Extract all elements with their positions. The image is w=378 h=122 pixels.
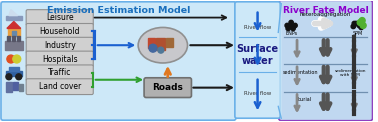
Bar xyxy=(6,71,22,76)
Text: Traffic: Traffic xyxy=(48,68,71,77)
Text: River flow: River flow xyxy=(244,91,271,96)
Circle shape xyxy=(352,21,356,26)
FancyBboxPatch shape xyxy=(26,79,93,95)
Text: ENPs: ENPs xyxy=(285,31,297,36)
Circle shape xyxy=(354,21,358,26)
Bar xyxy=(12,36,15,41)
Circle shape xyxy=(357,23,361,28)
Circle shape xyxy=(285,23,289,28)
Circle shape xyxy=(293,23,297,28)
Circle shape xyxy=(289,24,293,29)
Circle shape xyxy=(158,47,164,53)
Bar xyxy=(8,28,20,36)
Text: Emission Estimation Model: Emission Estimation Model xyxy=(47,6,190,15)
FancyBboxPatch shape xyxy=(144,78,191,97)
Circle shape xyxy=(289,20,293,25)
Circle shape xyxy=(360,23,366,28)
Text: sedimentation: sedimentation xyxy=(283,70,319,75)
Bar xyxy=(12,31,16,36)
Text: burial: burial xyxy=(298,97,312,102)
Text: Roads: Roads xyxy=(152,83,183,92)
Bar xyxy=(6,82,12,92)
FancyBboxPatch shape xyxy=(26,24,93,39)
Circle shape xyxy=(16,74,22,80)
FancyBboxPatch shape xyxy=(26,10,93,25)
Bar xyxy=(9,67,19,71)
FancyBboxPatch shape xyxy=(26,37,93,53)
Text: sedimentation
with SPM: sedimentation with SPM xyxy=(335,69,366,77)
Ellipse shape xyxy=(138,27,187,63)
FancyBboxPatch shape xyxy=(235,2,280,118)
Circle shape xyxy=(359,25,363,30)
FancyBboxPatch shape xyxy=(1,2,236,120)
Bar xyxy=(7,36,10,41)
FancyBboxPatch shape xyxy=(26,51,93,67)
Text: SPM: SPM xyxy=(353,31,363,36)
Bar xyxy=(166,38,173,47)
Bar xyxy=(17,36,20,41)
Circle shape xyxy=(286,26,290,31)
Circle shape xyxy=(359,18,365,24)
Polygon shape xyxy=(9,10,18,16)
Text: Household: Household xyxy=(39,27,80,36)
FancyBboxPatch shape xyxy=(279,0,373,121)
Polygon shape xyxy=(278,4,281,118)
Text: heteroaggregation: heteroaggregation xyxy=(300,12,351,17)
Circle shape xyxy=(13,55,21,63)
Text: Land cover: Land cover xyxy=(39,82,81,91)
Circle shape xyxy=(6,74,12,80)
Bar xyxy=(5,41,23,50)
FancyBboxPatch shape xyxy=(26,65,93,81)
Circle shape xyxy=(291,26,295,31)
Circle shape xyxy=(7,55,15,63)
Circle shape xyxy=(149,44,157,52)
Polygon shape xyxy=(7,21,21,28)
Text: Leisure: Leisure xyxy=(46,13,73,22)
Bar xyxy=(13,82,18,90)
Text: Hospitals: Hospitals xyxy=(42,55,77,64)
Text: Industry: Industry xyxy=(44,41,76,50)
Circle shape xyxy=(357,20,363,25)
Bar xyxy=(6,16,22,20)
Bar xyxy=(148,38,155,48)
Bar xyxy=(156,38,165,50)
Text: River Fate Model: River Fate Model xyxy=(283,6,369,15)
Text: Surface
water: Surface water xyxy=(237,44,279,66)
Circle shape xyxy=(351,24,355,29)
Text: River flow: River flow xyxy=(244,25,271,30)
Bar xyxy=(19,84,23,91)
